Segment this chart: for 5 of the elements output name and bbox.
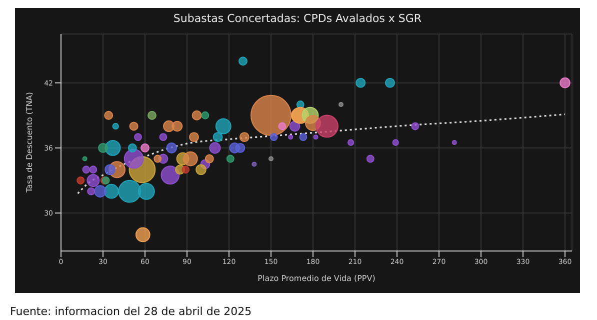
chart-title: Subastas Concertadas: CPDs Avalados x SGR — [172, 12, 423, 25]
x-axis-title: Plazo Promedio de Vida (PPV) — [258, 274, 376, 283]
source-note: Fuente: informacion del 28 de abril de 2025 — [10, 305, 253, 318]
line-series — [77, 113, 566, 194]
y-axis-title: Tasa de Descuento (TNA) — [24, 92, 34, 194]
